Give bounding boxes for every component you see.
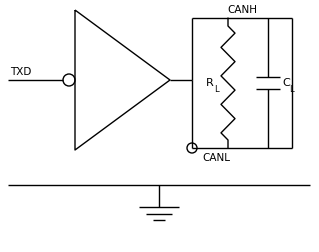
- Text: L: L: [214, 85, 219, 94]
- Text: CANL: CANL: [202, 153, 230, 163]
- Text: L: L: [289, 85, 293, 94]
- Text: C: C: [282, 78, 290, 88]
- Text: CANH: CANH: [227, 5, 257, 15]
- Text: R: R: [206, 78, 214, 88]
- Text: TXD: TXD: [10, 67, 31, 77]
